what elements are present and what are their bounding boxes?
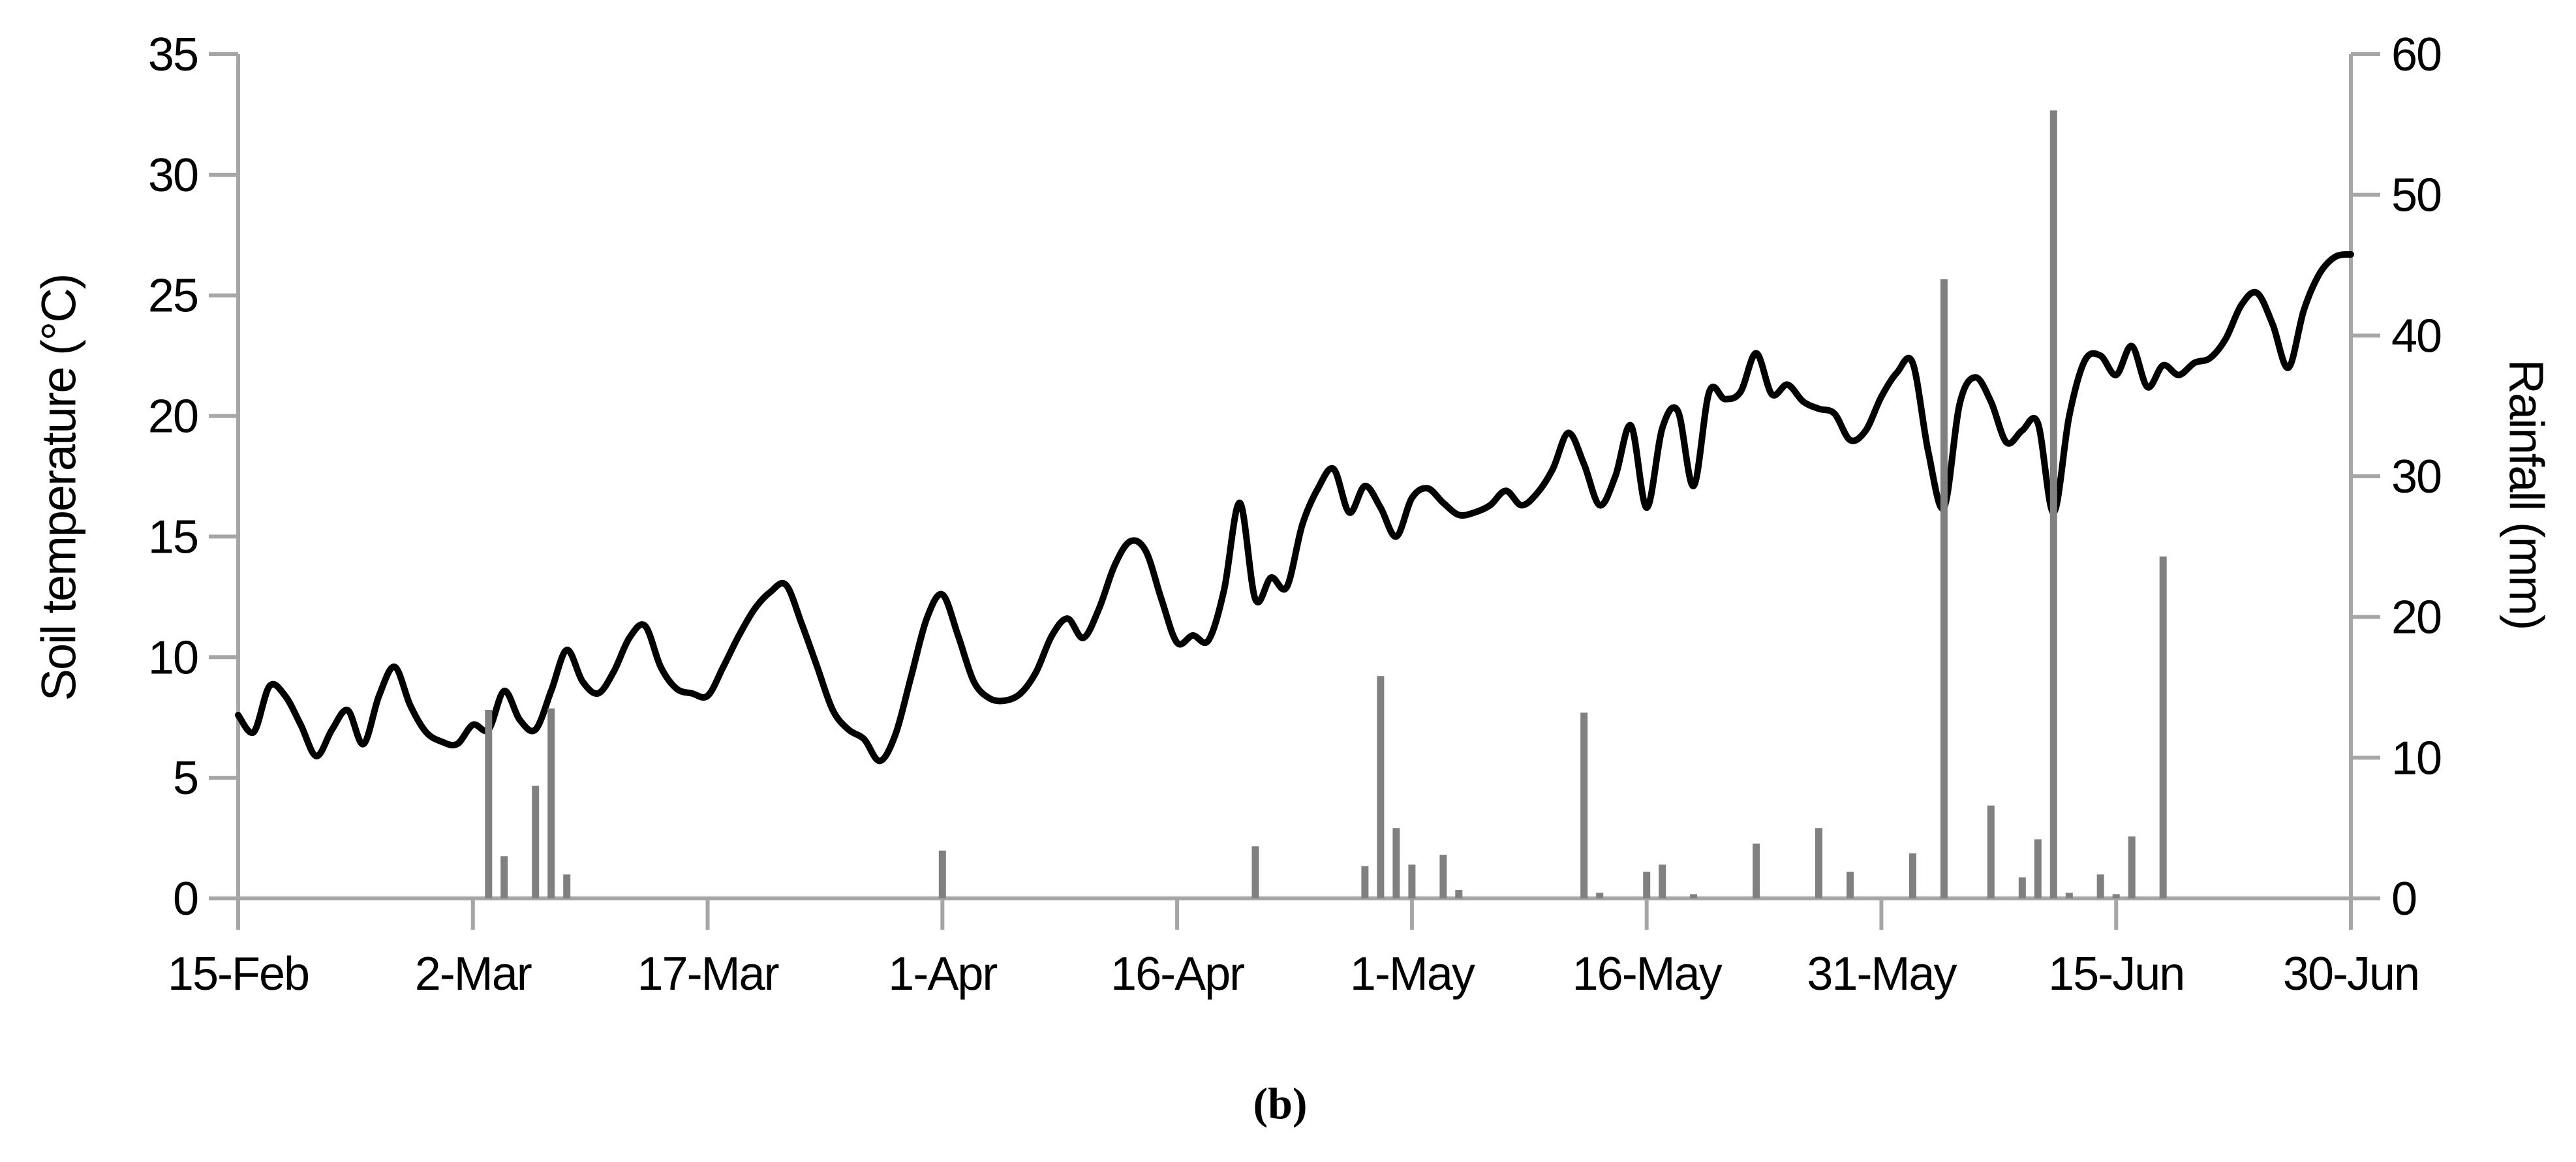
- figure-caption: (b): [1253, 1078, 1308, 1128]
- rainfall-bar: [563, 874, 571, 898]
- rainfall-bar: [1909, 853, 1916, 898]
- right-axis-tick-label: 0: [2391, 873, 2416, 925]
- rainfall-bar: [1815, 828, 1822, 898]
- rainfall-bar: [485, 710, 493, 898]
- rainfall-bar: [1408, 864, 1416, 898]
- left-axis-tick-label: 35: [148, 29, 198, 81]
- rainfall-bar: [1987, 805, 1995, 898]
- left-axis-tick-label: 30: [148, 149, 198, 202]
- rainfall-bar: [547, 708, 555, 898]
- rainfall-bar: [2096, 874, 2104, 898]
- axes: [209, 52, 2380, 930]
- left-axis-tick-labels: 0 5 10 15 20 25 30 35: [148, 29, 199, 925]
- rainfall-bar: [938, 850, 946, 898]
- rainfall-bar: [1392, 828, 1400, 898]
- rainfall-bar: [532, 786, 540, 898]
- x-axis-tick-label: 31-May: [1807, 948, 1957, 1000]
- temperature-line-group: [235, 251, 2354, 765]
- left-axis-tick-label: 15: [148, 511, 198, 563]
- x-axis-tick-labels: 15-Feb 2-Mar 17-Mar 1-Apr 16-Apr 1-May 16-May 3…: [168, 948, 2420, 1000]
- temperature-line: [235, 251, 2354, 765]
- rainfall-bar: [1847, 872, 1854, 898]
- right-axis-tick-label: 40: [2391, 310, 2441, 362]
- rainfall-bar: [1251, 846, 1259, 898]
- right-axis-tick-labels: 0 10 20 30 40 50 60: [2391, 29, 2442, 925]
- rainfall-bar: [1940, 279, 1948, 899]
- left-axis-tick-label: 0: [173, 873, 198, 925]
- right-axis-tick-label: 30: [2391, 451, 2441, 503]
- x-axis-tick-label: 2-Mar: [415, 948, 532, 1000]
- left-axis-tick-label: 5: [173, 752, 198, 804]
- rainfall-bar: [2049, 110, 2057, 898]
- rainfall-bar: [2112, 894, 2120, 898]
- rainfall-bar: [1455, 890, 1463, 898]
- rainfall-bar: [2159, 556, 2167, 898]
- left-axis-tick-label: 10: [148, 632, 198, 684]
- right-axis-tick-label: 10: [2391, 732, 2441, 784]
- rainfall-bar: [1439, 855, 1447, 898]
- rainfall-bar: [1659, 864, 1666, 898]
- x-axis-tick-label: 1-May: [1350, 948, 1475, 1000]
- rainfall-bar: [2128, 836, 2136, 898]
- x-axis-tick-label: 16-Apr: [1111, 948, 1244, 1000]
- left-axis-title: Soil temperature (°C): [31, 274, 86, 701]
- right-axis-tick-label: 60: [2391, 29, 2441, 81]
- rainfall-bar: [1361, 866, 1369, 898]
- left-axis-tick-label: 20: [148, 391, 198, 443]
- x-axis-tick-label: 30-Jun: [2283, 948, 2419, 1000]
- rainfall-bar: [2034, 839, 2042, 898]
- rainfall-bar: [1377, 676, 1385, 898]
- right-axis-tick-label: 50: [2391, 170, 2441, 222]
- rainfall-bar: [2018, 877, 2026, 898]
- rainfall-bar: [1753, 843, 1760, 898]
- x-axis-tick-label: 15-Jun: [2048, 948, 2184, 1000]
- x-axis-tick-label: 16-May: [1572, 948, 1723, 1000]
- right-axis-tick-label: 20: [2391, 592, 2441, 644]
- x-axis-tick-label: 15-Feb: [168, 948, 309, 1000]
- rainfall-bar: [500, 856, 508, 898]
- right-axis-title: Rainfall (mm): [2499, 359, 2554, 630]
- rainfall-bar: [2065, 893, 2073, 898]
- rainfall-bar: [1580, 712, 1588, 898]
- rainfall-bars-group: [485, 110, 2167, 899]
- rainfall-bar: [1690, 894, 1698, 898]
- x-axis-tick-label: 17-Mar: [637, 948, 779, 1000]
- rainfall-bar: [1596, 893, 1604, 898]
- left-axis-tick-label: 25: [148, 270, 198, 322]
- rainfall-bar: [1643, 872, 1651, 898]
- x-axis-tick-label: 1-Apr: [888, 948, 997, 1000]
